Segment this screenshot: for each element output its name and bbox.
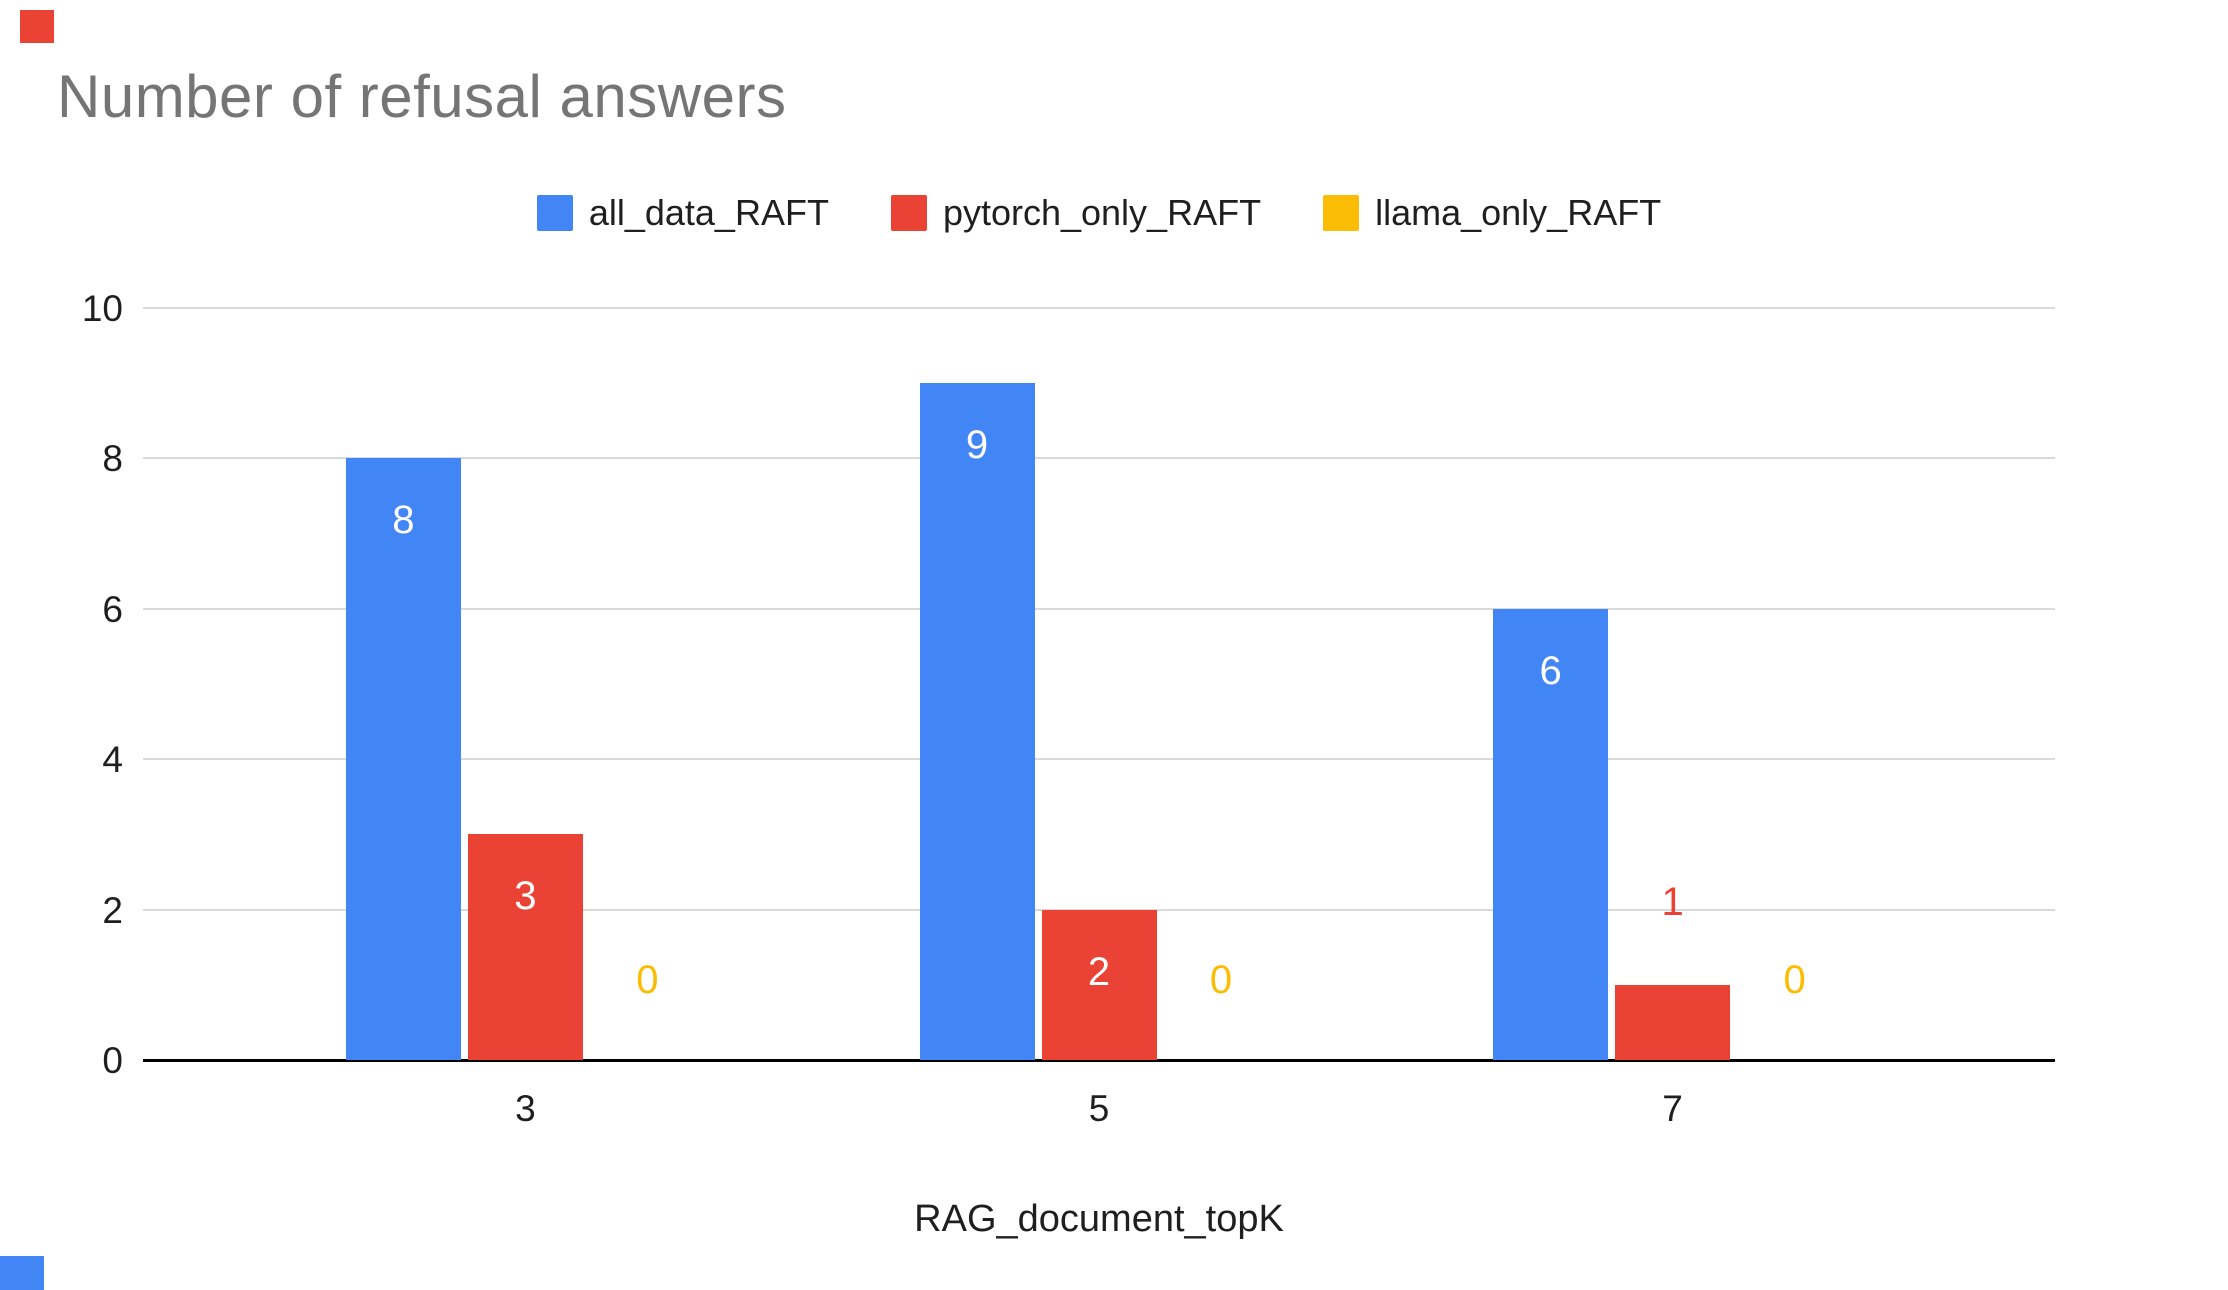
bar-value-label: 3: [514, 874, 537, 919]
gridline-10: [143, 307, 2055, 309]
y-tick-label-0: 0: [102, 1040, 123, 1081]
legend-item-pytorch-only-raft: pytorch_only_RAFT: [890, 192, 1262, 234]
gridline-8: [143, 457, 2055, 460]
bar-value-label: 0: [1783, 958, 1806, 1002]
top-left-red-shape: [20, 10, 54, 43]
chart-title: Number of refusal answers: [57, 63, 787, 130]
bar-pytorch_only_RAFT-topk5: [1041, 909, 1157, 1060]
bar-value-label: 8: [392, 498, 415, 543]
legend-item-llama-only-raft: llama_only_RAFT: [1323, 192, 1661, 234]
y-tick-label-4: 4: [102, 739, 123, 781]
x-category-label-7: 7: [1662, 1088, 1683, 1129]
legend-label-all-data-raft: all_data_RAFT: [588, 192, 829, 233]
y-tick-label-8: 8: [102, 438, 123, 480]
bottom-left-blue-shape: [0, 1256, 44, 1290]
legend-swatch-blue-icon: [536, 195, 573, 231]
bar-value-label: 2: [1087, 949, 1111, 994]
bar-pytorch_only_RAFT-topk7: [1615, 984, 1731, 1060]
gridline-6: [143, 607, 2055, 610]
legend-label-llama-only-raft: llama_only_RAFT: [1375, 192, 1662, 233]
y-tick-label-2: 2: [102, 889, 123, 931]
bar-all_data_RAFT-topk3: [345, 458, 461, 1060]
legend-swatch-yellow-icon: [1323, 195, 1360, 231]
bar-all_data_RAFT-topk5: [919, 383, 1035, 1060]
x-category-label-3: 3: [515, 1088, 536, 1129]
bar-value-label: 6: [1539, 648, 1562, 693]
legend-item-all-data-raft: all_data_RAFT: [536, 192, 829, 234]
bar-value-label: 0: [1209, 958, 1233, 1002]
y-tick-label-10: 10: [81, 288, 123, 329]
gridline-4: [143, 758, 2055, 761]
legend-label-pytorch-only-raft: pytorch_only_RAFT: [942, 192, 1262, 233]
x-axis-title: RAG_document_topK: [914, 1198, 1284, 1240]
bar-value-label: 0: [636, 958, 659, 1002]
chart-legend: all_data_RAFT pytorch_only_RAFT llama_on…: [143, 192, 2055, 234]
y-tick-label-6: 6: [102, 588, 123, 630]
bar-all_data_RAFT-topk7: [1493, 608, 1609, 1060]
legend-swatch-red-icon: [890, 195, 927, 231]
bar-value-label: 9: [965, 423, 989, 468]
bar-value-label: 1: [1661, 879, 1684, 924]
bar-pytorch_only_RAFT-topk3: [467, 834, 583, 1060]
x-axis-line: [143, 1059, 2055, 1062]
plot-area: 0 2 4 6 8 10 8 3 0 3 9 2 0 5 6 1 0 7: [82, 290, 2055, 1129]
x-category-label-5: 5: [1088, 1088, 1110, 1129]
